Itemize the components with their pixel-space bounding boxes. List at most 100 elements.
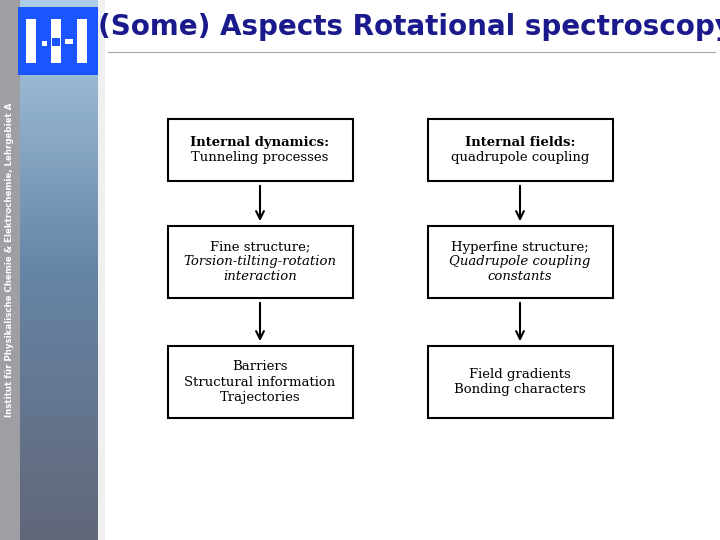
Text: Structural information: Structural information [184, 375, 336, 388]
Bar [18, 260, 98, 263]
Bar [18, 183, 98, 185]
Bar [18, 457, 98, 459]
Bar [18, 156, 98, 158]
Bar [18, 28, 98, 31]
Bar [18, 345, 98, 347]
Bar [18, 419, 98, 421]
Bar [77, 19, 87, 63]
Bar [18, 113, 98, 115]
Bar [18, 473, 98, 475]
Bar [18, 133, 98, 135]
Bar [18, 12, 98, 15]
Bar [18, 138, 98, 140]
Bar [18, 9, 98, 11]
Bar [18, 171, 98, 173]
Bar [105, 0, 720, 50]
Bar [18, 16, 98, 18]
Bar [18, 330, 98, 333]
Bar [18, 198, 98, 200]
Bar [18, 370, 98, 373]
Bar [18, 269, 98, 272]
Bar [18, 449, 98, 452]
Bar [18, 25, 98, 27]
Bar [18, 428, 98, 430]
Text: Quadrupole coupling: Quadrupole coupling [449, 255, 590, 268]
Bar [18, 212, 98, 214]
Bar [18, 502, 98, 504]
Bar [18, 158, 98, 160]
Bar [18, 295, 98, 297]
Bar [18, 91, 98, 93]
Bar [18, 174, 98, 177]
Bar [18, 5, 98, 7]
Bar [18, 79, 98, 81]
Bar [18, 136, 98, 139]
Bar [18, 444, 98, 447]
Bar [18, 144, 98, 146]
Bar [18, 232, 98, 234]
Text: Barriers: Barriers [233, 361, 288, 374]
Bar [18, 192, 98, 194]
Bar [18, 529, 98, 531]
Bar [18, 215, 98, 218]
Bar [18, 242, 98, 245]
Bar [18, 19, 98, 22]
Bar [18, 167, 98, 169]
Bar [18, 503, 98, 506]
Bar [18, 438, 98, 441]
Bar [18, 322, 98, 324]
Bar [18, 397, 98, 400]
Bar [18, 469, 98, 471]
Bar [18, 280, 98, 282]
Bar [18, 484, 98, 486]
Bar [18, 399, 98, 401]
Bar [18, 392, 98, 394]
Bar [18, 39, 98, 42]
Bar [18, 287, 98, 290]
Bar [18, 118, 98, 120]
Bar [18, 37, 98, 39]
Bar [18, 249, 98, 252]
Bar [18, 441, 98, 443]
Bar [18, 325, 98, 328]
Bar [18, 455, 98, 457]
Bar [18, 538, 98, 540]
Bar [18, 246, 98, 248]
Bar [18, 475, 98, 477]
Bar [168, 346, 353, 418]
Bar [18, 10, 98, 12]
Bar [428, 346, 613, 418]
Bar [18, 377, 98, 380]
Bar [18, 26, 98, 29]
Bar [18, 421, 98, 423]
Bar [18, 100, 98, 103]
Bar [18, 357, 98, 360]
Bar [18, 468, 98, 470]
Bar [18, 354, 98, 356]
Bar [18, 284, 98, 286]
Bar [18, 73, 98, 76]
Text: interaction: interaction [223, 271, 297, 284]
Bar [18, 309, 98, 312]
Bar [18, 460, 98, 463]
Bar [18, 125, 98, 128]
Bar [18, 165, 98, 167]
Bar [18, 491, 98, 493]
Bar [18, 36, 98, 38]
Bar [18, 44, 98, 47]
Bar [18, 333, 98, 335]
Bar [18, 415, 98, 417]
Text: Internal fields:: Internal fields: [464, 136, 575, 149]
Bar [18, 383, 98, 385]
Bar [18, 21, 98, 23]
Bar [18, 106, 98, 108]
Bar [18, 320, 98, 322]
Bar [18, 6, 98, 9]
Bar [18, 114, 98, 117]
Bar [18, 41, 98, 43]
Bar [18, 3, 98, 5]
Bar [18, 222, 98, 225]
Bar [18, 239, 98, 241]
Bar [18, 379, 98, 382]
Bar [18, 316, 98, 319]
